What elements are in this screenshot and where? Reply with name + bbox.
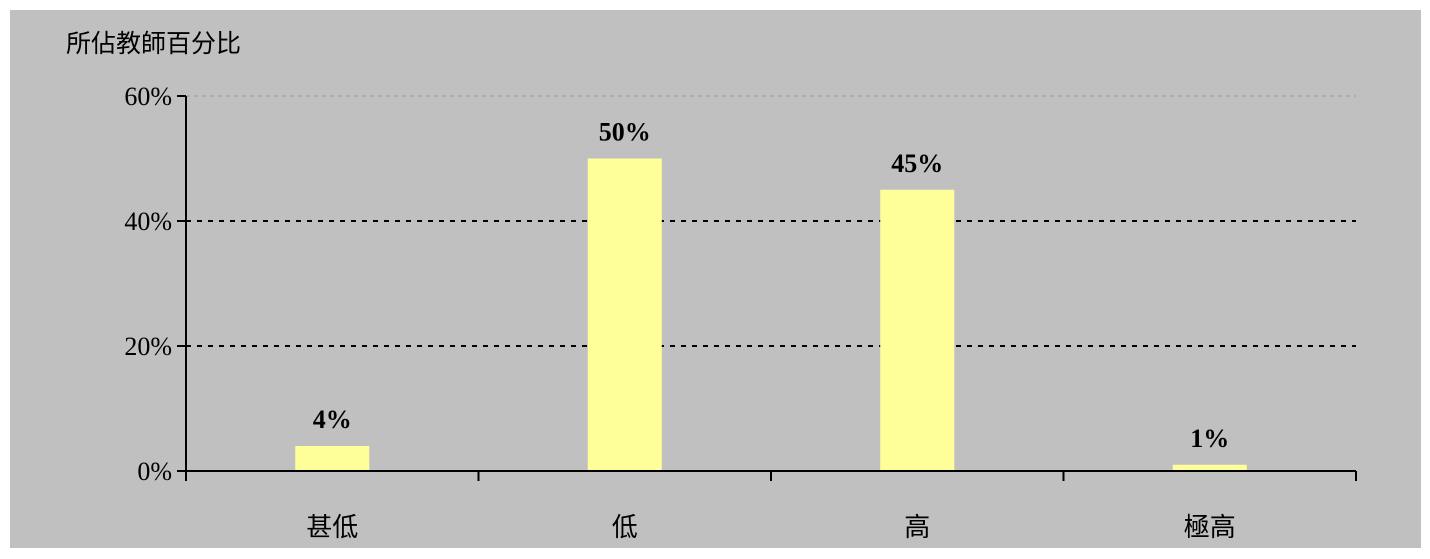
data-label: 4%: [313, 405, 352, 434]
labels: 0% 20% 40% 60% 甚低 低 高 極高 4% 50% 45% 1%: [124, 82, 1235, 542]
x-tick-label: 高: [904, 513, 930, 542]
y-tick-label: 0%: [137, 457, 172, 486]
data-label: 50%: [599, 118, 651, 147]
bar-4: [1172, 464, 1247, 471]
bars: [295, 158, 1247, 471]
gridlines: [186, 95, 1356, 347]
y-tick-label: 20%: [124, 332, 172, 361]
data-label: 45%: [891, 149, 943, 178]
x-tick-label: 低: [612, 513, 638, 542]
chart-panel: 所佔教師百分比 0% 20% 40% 60% 甚低 低 高 極高 4% 50% 45% 1%: [10, 10, 1421, 548]
bar-2: [587, 158, 662, 471]
y-tick-label: 40%: [124, 207, 172, 236]
axes: [177, 95, 1357, 481]
y-axis-title: 所佔教師百分比: [66, 29, 241, 58]
x-tick-label: 甚低: [306, 513, 358, 542]
y-tick-label: 60%: [124, 82, 172, 111]
x-tick-label: 極高: [1184, 513, 1236, 542]
data-label: 1%: [1190, 424, 1229, 453]
bar-3: [880, 189, 955, 471]
bar-chart: 所佔教師百分比 0% 20% 40% 60% 甚低 低 高 極高 4% 50% 45% 1%: [66, 29, 1357, 542]
bar-1: [295, 446, 370, 471]
